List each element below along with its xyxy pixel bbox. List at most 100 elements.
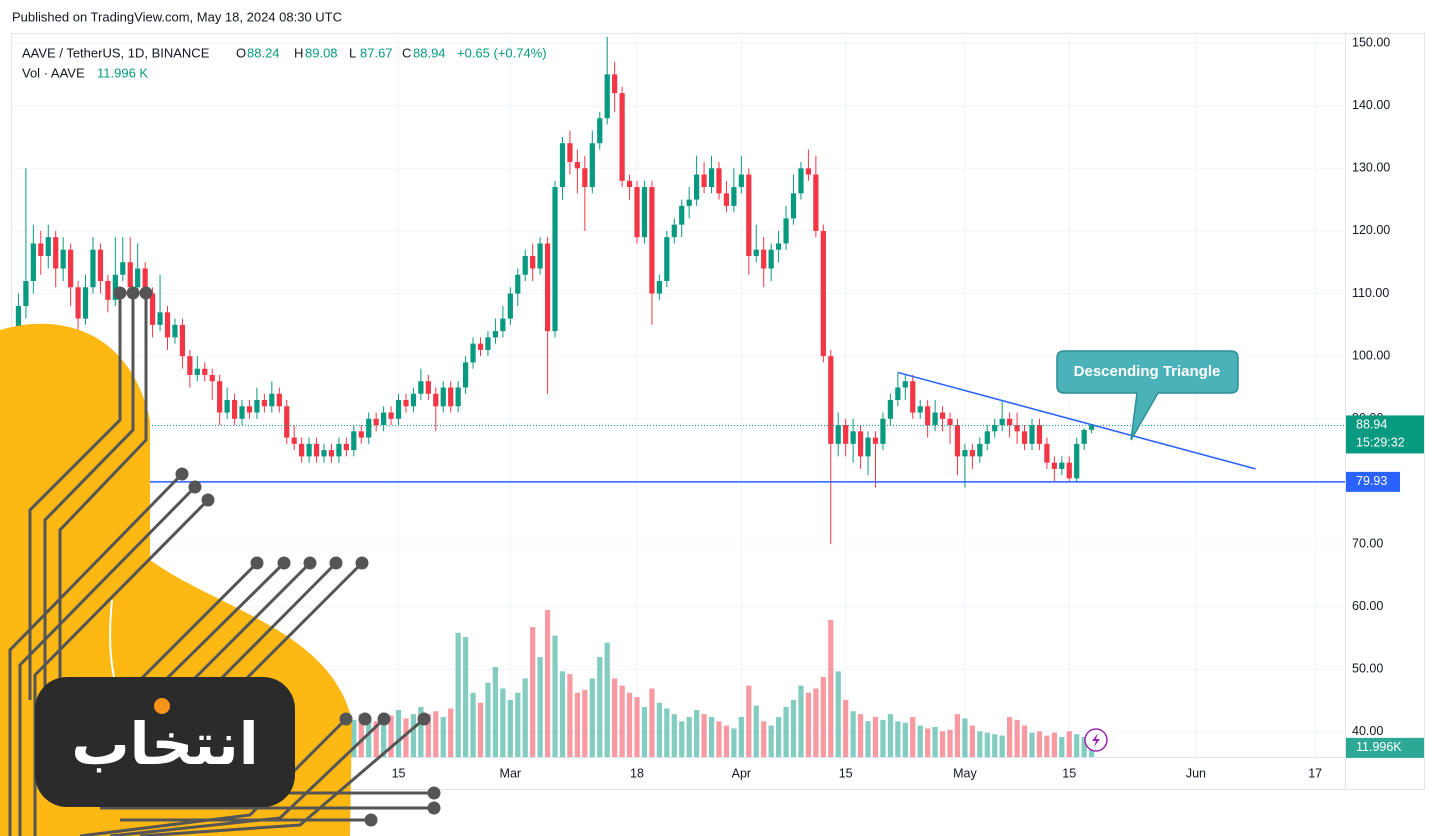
candle-body (23, 281, 29, 307)
volume-bar (395, 709, 402, 757)
volume-bar (738, 717, 744, 757)
volume-bar (403, 718, 409, 757)
volume-bar (388, 715, 394, 757)
candle-body (679, 205, 685, 225)
volume-bar (694, 709, 700, 757)
ohlc-value: 88.24 (247, 45, 280, 60)
candle-body (574, 162, 580, 169)
candle-body (1021, 431, 1028, 444)
volume-bar (917, 725, 923, 757)
circuit-node (355, 556, 369, 570)
candle-body (805, 168, 812, 175)
circuit-line (33, 498, 210, 836)
candle-body (492, 331, 499, 338)
volume-bar (1059, 737, 1065, 757)
candle-body (82, 287, 89, 319)
candle-body (902, 381, 908, 388)
candle-body (887, 400, 894, 419)
ohlc-value: 87.67 (360, 45, 393, 60)
candle-body (224, 400, 230, 413)
volume-bar (850, 711, 856, 757)
trendline (897, 371, 1256, 470)
volume-bar (500, 688, 506, 757)
candle-body (910, 381, 916, 413)
volume-bar (887, 714, 894, 757)
y-tick-label: 50.00 (1352, 662, 1383, 676)
y-tick-label: 110.00 (1352, 286, 1389, 300)
candle-body (731, 187, 737, 206)
volume-bar (954, 714, 961, 757)
candle-body (343, 443, 349, 451)
volume-bar (604, 642, 610, 757)
volume-bar (746, 685, 752, 757)
candle-body (440, 387, 446, 407)
y-tick-label: 140.00 (1352, 98, 1390, 112)
candle-body (544, 243, 551, 332)
candle-body (276, 393, 282, 407)
volume-bar (1066, 731, 1072, 757)
volume-bar (1051, 732, 1057, 757)
candle-body (619, 93, 625, 181)
candle-body (30, 243, 36, 282)
candle-body (157, 312, 163, 325)
ohlc-key: L (349, 45, 356, 60)
candle-body (1044, 443, 1050, 463)
candle-body (708, 168, 715, 188)
candle-body (306, 443, 312, 457)
candle-body (1074, 443, 1080, 479)
candle-body (977, 443, 983, 457)
candle-body (738, 174, 744, 188)
callout-box (1056, 350, 1239, 441)
volume-bar (843, 699, 849, 757)
candle-body (187, 356, 193, 375)
volume-bar (522, 678, 528, 757)
candle-body (105, 281, 111, 300)
volume-bar (1007, 717, 1013, 757)
candle-body (1051, 462, 1057, 469)
candle-body (597, 118, 603, 144)
circuit-node (277, 556, 291, 570)
volume-bar (470, 692, 476, 757)
event-icon[interactable] (1084, 728, 1108, 752)
candle-body (522, 255, 528, 275)
candle-body (694, 174, 700, 200)
circuit-node (358, 712, 372, 726)
volume-bar (857, 714, 864, 757)
candle-body (589, 143, 595, 188)
candle-body (999, 418, 1005, 426)
volume-bar (880, 719, 886, 757)
volume-bar (910, 717, 916, 757)
volume-bar (418, 707, 424, 757)
volume-bar (373, 721, 379, 757)
volume-bar (708, 717, 715, 757)
x-tick-label: Jun (1186, 766, 1206, 780)
volume-bar (410, 714, 417, 757)
candle-body (299, 443, 305, 457)
y-tick-label: 120.00 (1352, 223, 1390, 237)
candle-body (395, 400, 402, 419)
candle-body (336, 443, 342, 457)
x-tick-label: 18 (630, 766, 644, 780)
circuit-line (43, 293, 135, 700)
candle-body (768, 249, 774, 269)
candle-body (231, 400, 238, 419)
volume-bar (761, 721, 767, 757)
volume-bar (537, 657, 543, 757)
candle-body (1089, 425, 1095, 430)
circuit-line (79, 717, 348, 836)
circuit-node (188, 480, 202, 494)
candle-body (381, 412, 387, 426)
volume-bar (895, 721, 901, 757)
y-tick-label: 70.00 (1352, 536, 1383, 550)
candle-body (664, 237, 670, 282)
candle-body (895, 387, 901, 401)
volume-bar (828, 619, 834, 757)
volume-bar (790, 699, 797, 757)
candle-body (530, 255, 536, 269)
candle-body (567, 143, 573, 163)
volume-bar (813, 688, 819, 757)
circuit-node (201, 493, 215, 507)
candle-body (872, 437, 879, 444)
